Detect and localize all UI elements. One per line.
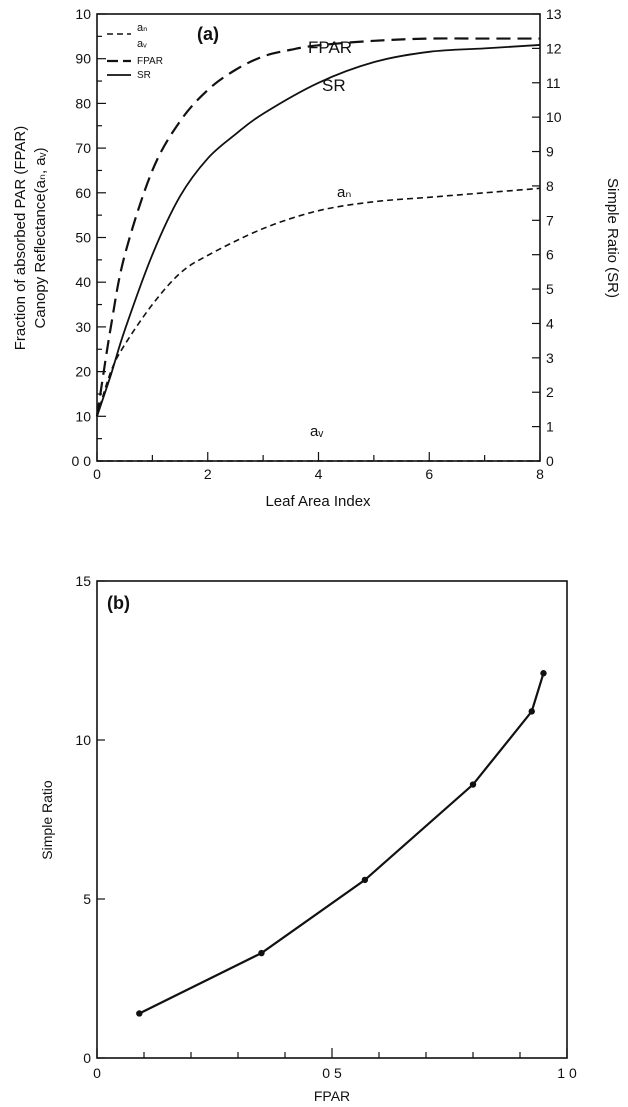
panel-b-series	[136, 670, 547, 1017]
y2-tick-label: 5	[546, 281, 554, 297]
legend-fpar-label: FPAR	[137, 56, 163, 67]
series-line	[138, 672, 545, 1015]
y-tick-label: 0	[83, 1050, 91, 1066]
panel-a-label: (a)	[197, 24, 219, 44]
y-tick-label: 10	[75, 6, 91, 22]
x-tick-label: 2	[204, 466, 212, 482]
y2-tick-label: 6	[546, 247, 554, 263]
y2-tick-label: 13	[546, 6, 562, 22]
legend-sr-label: SR	[137, 70, 151, 81]
y2-tick-label: 12	[546, 40, 562, 56]
y2-tick-label: 0	[546, 453, 554, 469]
y-tick-label: 10	[75, 408, 91, 424]
series-line-0	[95, 37, 540, 417]
data-point	[540, 670, 547, 677]
y-tick-label: 80	[75, 95, 91, 111]
y2-tick-label: 1	[546, 419, 554, 435]
annotation-av: aᵥ	[310, 423, 323, 440]
y-tick-label: 10	[75, 732, 91, 748]
x-tick-label: 4	[315, 466, 323, 482]
panel-b-frame	[96, 580, 568, 1059]
x-tick-label: 8	[536, 466, 544, 482]
panel-b-xlabel: FPAR	[314, 1088, 350, 1104]
legend-av-label: aᵥ	[137, 38, 147, 50]
annotation-fpar: FPAR	[308, 38, 352, 57]
panel-a-xlabel: Leaf Area Index	[265, 493, 371, 510]
y2-tick-label: 11	[546, 75, 561, 91]
x-tick-label: 0 5	[322, 1065, 342, 1081]
panel-a-ylabel-line1: Fraction of absorbed PAR (FPAR)	[12, 126, 29, 351]
x-tick-label: 0	[93, 466, 101, 482]
series-line-2	[96, 187, 541, 417]
x-tick-label: 6	[425, 466, 433, 482]
y2-tick-label: 7	[546, 212, 554, 228]
panel-a-y2label: Simple Ratio (SR)	[604, 178, 621, 298]
data-point	[361, 876, 369, 884]
panel-a-left-ticks: 0 0 10 20 30 40 50 60 70 80 90 10	[72, 6, 106, 469]
panel-b-label: (b)	[107, 593, 130, 613]
annotation-an: aₙ	[337, 184, 351, 201]
panel-b-ylabel: Simple Ratio	[39, 780, 55, 860]
y-tick-label: 60	[75, 185, 91, 201]
panel-b-left-ticks: 0 5 10 15	[75, 573, 105, 1066]
series-line-1	[96, 44, 541, 417]
panel-b-bottom-ticks: 0 0 5 1 0	[93, 1048, 577, 1081]
data-point	[258, 949, 265, 957]
x-tick-label: 0	[93, 1065, 101, 1081]
data-point	[469, 781, 477, 788]
panel-a-ylabel-line2: Canopy Reflectance(aₙ, aᵥ)	[32, 148, 49, 329]
data-point	[136, 1010, 143, 1017]
panel-a-series	[95, 37, 541, 462]
y2-tick-label: 9	[546, 144, 554, 160]
y2-tick-label: 10	[546, 109, 562, 125]
x-tick-label: 1 0	[557, 1065, 577, 1081]
y-tick-label: 90	[75, 51, 91, 67]
y-tick-label: 20	[75, 364, 91, 380]
y2-tick-label: 2	[546, 384, 554, 400]
panel-a-frame	[96, 13, 541, 462]
y-tick-label: 30	[75, 319, 91, 335]
y-tick-label: 5	[83, 891, 91, 907]
y2-tick-label: 3	[546, 350, 554, 366]
y2-tick-label: 8	[546, 178, 554, 194]
y-tick-label: 0 0	[72, 453, 92, 469]
y2-tick-label: 4	[546, 315, 554, 331]
panel-a-bottom-ticks: 0 2 4 6 8	[93, 452, 544, 482]
y-tick-label: 50	[75, 230, 91, 246]
y-tick-label: 40	[75, 274, 91, 290]
panel-a-legend: aₙ aᵥ FPAR SR	[107, 22, 163, 81]
y-tick-label: 70	[75, 140, 91, 156]
y-tick-label: 15	[75, 573, 91, 589]
data-point	[528, 708, 535, 715]
legend-an-label: aₙ	[137, 22, 148, 34]
annotation-sr: SR	[322, 76, 346, 95]
